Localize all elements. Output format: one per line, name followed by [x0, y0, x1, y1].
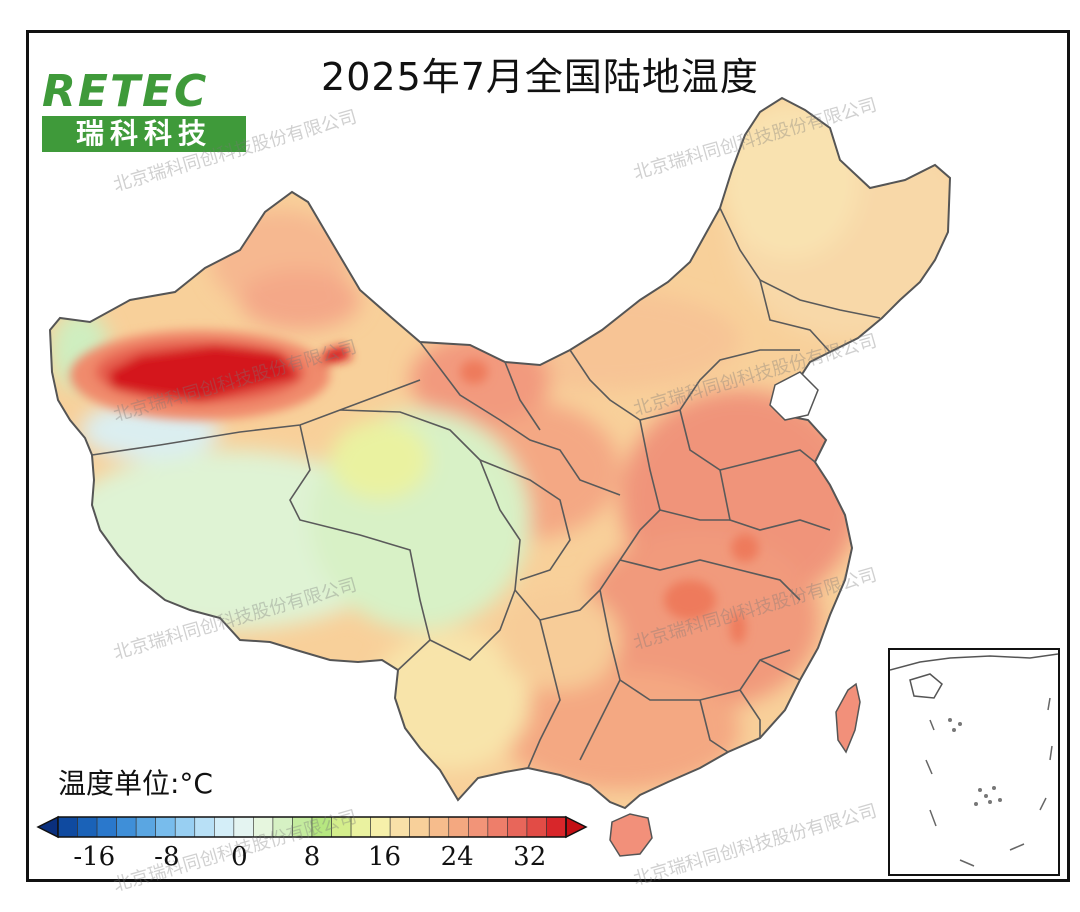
legend-swatch: [233, 816, 254, 838]
legend-swatch: [135, 816, 156, 838]
legend-swatch: [57, 816, 78, 838]
legend-swatch: [507, 816, 528, 838]
legend-swatch: [448, 816, 469, 838]
legend-tick-label: 32: [513, 842, 547, 872]
legend-swatch: [194, 816, 215, 838]
province-boundaries: [91, 207, 881, 769]
legend-swatch: [487, 816, 508, 838]
legend-tick-label: 16: [368, 842, 402, 872]
legend-swatch: [428, 816, 450, 838]
legend-swatch: [350, 816, 371, 838]
legend-swatch: [565, 815, 588, 839]
logo-subtitle: 瑞科科技: [42, 116, 246, 152]
legend-colorbar: [36, 815, 588, 839]
legend-swatch: [292, 816, 313, 838]
south-china-sea-inset: [888, 648, 1060, 876]
company-logo: RETEC 瑞科科技: [42, 70, 246, 152]
legend-swatch: [370, 816, 391, 838]
legend-title: 温度单位:°C: [58, 767, 213, 800]
legend-swatch: [272, 816, 293, 838]
south-china-sea-inset-map: [889, 653, 1059, 867]
temperature-field: [50, 98, 950, 808]
legend-swatch: [77, 816, 98, 838]
legend-swatch: [96, 816, 117, 838]
legend-tick-label: -8: [154, 842, 180, 872]
legend-swatch: [214, 816, 235, 838]
legend-swatch: [409, 816, 430, 838]
legend-swatch: [36, 815, 59, 839]
legend-swatch: [116, 816, 137, 838]
logo-wordmark: RETEC: [42, 66, 209, 117]
legend-swatch: [311, 816, 332, 838]
china-outline: [48, 96, 952, 810]
legend-colorbar-outline: [57, 816, 567, 838]
legend-swatch: [546, 816, 567, 838]
hainan-island: [609, 813, 653, 857]
legend-tick-label: 0: [231, 842, 248, 872]
legend-tick-label: 8: [303, 842, 321, 872]
bohai-sea: [769, 371, 819, 421]
legend-swatch: [174, 816, 196, 838]
legend-swatch: [526, 816, 547, 838]
legend-swatch: [331, 816, 352, 838]
legend-swatch: [155, 816, 176, 838]
legend-swatch: [468, 816, 489, 838]
legend-swatch: [253, 816, 274, 838]
legend-swatch: [389, 816, 410, 838]
map-title: 2025年7月全国陆地温度: [321, 55, 759, 99]
legend-tick-label: -16: [73, 842, 116, 872]
legend-tick-label: 24: [440, 842, 474, 872]
taiwan-island: [835, 682, 861, 754]
